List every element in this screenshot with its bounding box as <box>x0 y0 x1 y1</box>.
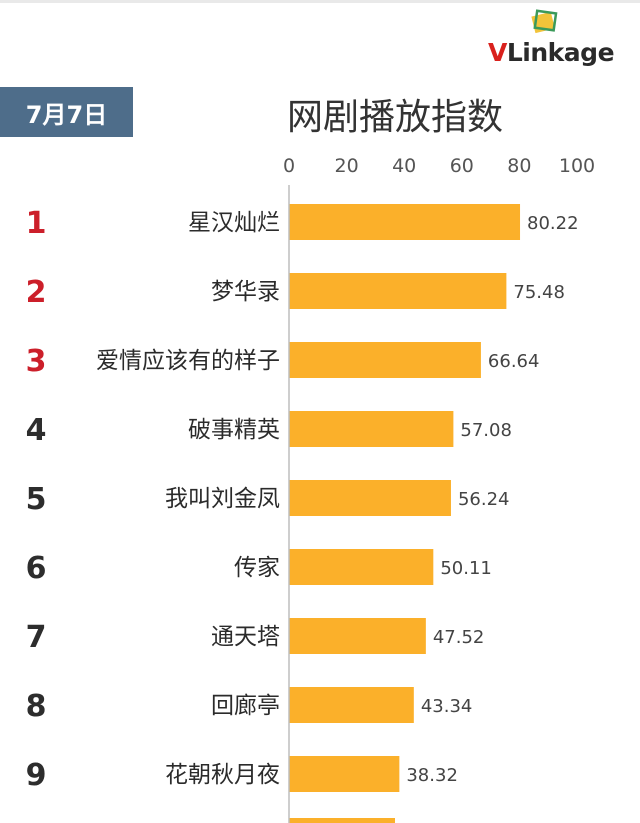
chart-title: 网剧播放指数 <box>286 97 503 138</box>
bar <box>289 480 451 516</box>
bar <box>289 549 434 585</box>
category-label: 回廊亭 <box>211 693 280 719</box>
category-label: 我叫刘金凤 <box>165 486 280 512</box>
bar-value-label: 47.52 <box>433 627 485 648</box>
rank-number: 2 <box>26 275 47 310</box>
rank-number: 7 <box>26 620 47 655</box>
category-label: 传家 <box>234 555 280 581</box>
category-label: 爱情应该有的样子 <box>96 348 280 374</box>
rank-number: 6 <box>26 551 47 586</box>
bar <box>289 411 454 447</box>
category-label: 星汉灿烂 <box>188 210 280 236</box>
rank-number: 1 <box>26 206 47 241</box>
top-rule <box>0 0 640 3</box>
bar <box>289 342 481 378</box>
rank-number: 5 <box>26 482 47 517</box>
x-tick-label: 80 <box>507 155 531 177</box>
bar-value-label: 56.24 <box>458 489 510 510</box>
bar <box>289 273 507 309</box>
logo-link: Link <box>506 38 564 67</box>
category-label: 花朝秋月夜 <box>165 762 280 788</box>
bar-value-label: 43.34 <box>421 696 473 717</box>
x-tick-label: 20 <box>335 155 359 177</box>
bar <box>289 687 414 723</box>
logo-text: VLinkage <box>488 38 615 67</box>
bar <box>289 756 400 792</box>
bar-value-label: 50.11 <box>440 558 492 579</box>
rank-number: 9 <box>26 758 47 793</box>
rank-number: 4 <box>26 413 47 448</box>
category-label: 破事精英 <box>188 417 280 443</box>
logo-mark-icon <box>531 9 558 34</box>
bar-value-label: 38.32 <box>406 765 458 786</box>
bar <box>289 204 521 240</box>
bar-value-label: 80.22 <box>527 213 579 234</box>
x-tick-label: 60 <box>450 155 474 177</box>
category-label: 通天塔 <box>211 624 280 650</box>
bar-value-label: 57.08 <box>460 420 512 441</box>
x-tick-label: 0 <box>283 155 295 177</box>
bar-partial <box>289 818 395 823</box>
date-label: 7月7日 <box>25 100 108 129</box>
category-label: 梦华录 <box>211 279 280 305</box>
logo-v: V <box>488 38 507 67</box>
bar <box>289 618 426 654</box>
x-tick-label: 100 <box>559 155 595 177</box>
rank-number: 3 <box>26 344 47 379</box>
x-tick-label: 40 <box>392 155 416 177</box>
date-badge: 7月7日 <box>0 87 133 137</box>
bar-value-label: 66.64 <box>488 351 540 372</box>
vlinkage-logo: VLinkage <box>488 8 640 70</box>
bar-value-label: 75.48 <box>513 282 565 303</box>
rank-number: 8 <box>26 689 47 724</box>
logo-age: age <box>563 38 615 67</box>
